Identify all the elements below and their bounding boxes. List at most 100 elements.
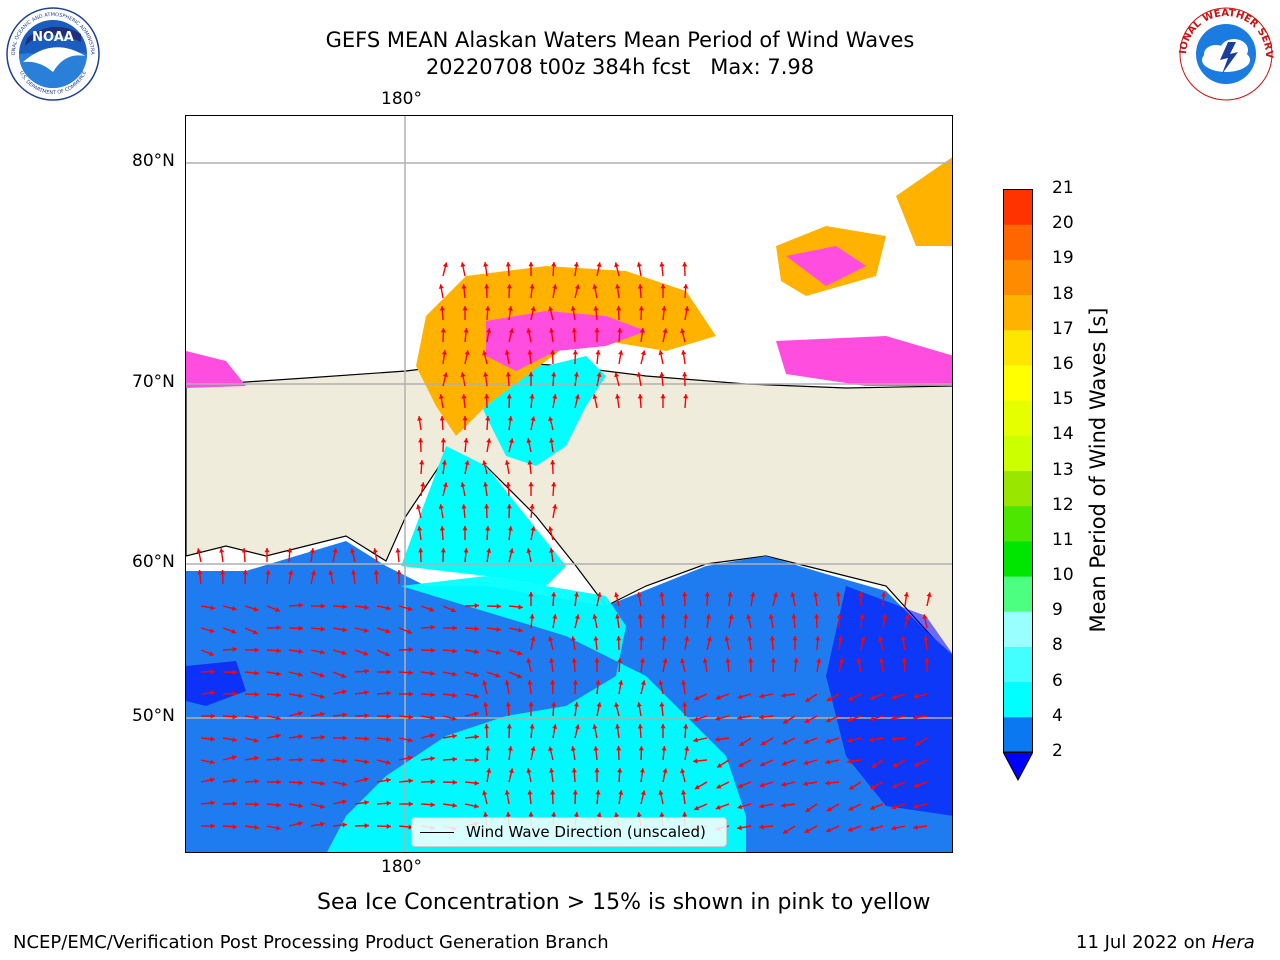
colorbar-segment <box>1003 681 1033 718</box>
wind-wave-arrow-head <box>363 627 369 633</box>
wind-wave-arrow-head <box>516 673 522 679</box>
wind-wave-arrow-head <box>504 460 510 465</box>
wind-wave-arrow-head <box>232 801 237 807</box>
wind-wave-arrow-head <box>882 614 888 619</box>
wind-wave-arrow-head <box>438 284 444 289</box>
wind-wave-arrow-head <box>637 724 643 729</box>
colorbar-segment <box>1003 224 1033 260</box>
wind-wave-arrow-head <box>614 812 620 818</box>
wind-wave-arrow-head <box>571 658 577 663</box>
wind-wave-arrow-head <box>826 806 832 812</box>
wind-wave-arrow-head <box>364 759 369 765</box>
wind-wave-arrow-head <box>552 394 558 399</box>
wind-wave-arrow-head <box>617 768 623 773</box>
wind-wave-arrow-head <box>386 713 391 719</box>
wind-wave-arrow-head <box>878 636 884 642</box>
wind-wave-arrow-head <box>384 651 390 657</box>
wind-wave-arrow-head <box>705 614 711 619</box>
wind-wave-arrow-head <box>430 647 435 653</box>
wind-wave-arrow-head <box>506 284 512 289</box>
wind-wave-arrow-head <box>496 626 501 632</box>
wind-wave-arrow-head <box>460 482 466 488</box>
wind-wave-arrow-head <box>715 736 720 742</box>
wind-wave-arrow-head <box>913 693 919 699</box>
wind-wave-arrow-head <box>637 394 643 399</box>
wind-wave-arrow-head <box>341 673 346 679</box>
colorbar-segment <box>1003 294 1033 331</box>
wind-wave-arrow-head <box>298 734 303 740</box>
footer-left: NCEP/EMC/Verification Post Processing Pr… <box>13 932 609 953</box>
wind-wave-arrow-head <box>386 823 391 829</box>
wind-wave-arrow-head <box>483 372 489 377</box>
wind-wave-arrow-head <box>595 350 601 355</box>
wind-wave-arrow-head <box>891 715 897 721</box>
wind-wave-arrow-head <box>385 628 391 634</box>
wind-wave-arrow-head <box>596 262 602 268</box>
wind-wave-arrow-head <box>530 636 536 642</box>
wind-wave-arrow-head <box>891 825 897 831</box>
wind-wave-arrow-head <box>680 768 686 774</box>
wind-wave-arrow-head <box>527 790 533 795</box>
wind-wave-arrow-head <box>298 625 303 631</box>
wind-wave-arrow-head <box>418 548 424 553</box>
wind-wave-arrow-head <box>464 460 470 466</box>
wind-wave-arrow-head <box>351 570 357 575</box>
wind-wave-arrow-head <box>486 438 492 443</box>
wind-wave-arrow-head <box>451 671 457 677</box>
wind-wave-arrow-head <box>636 372 642 377</box>
sea-ice-note: Sea Ice Concentration > 15% is shown in … <box>317 890 931 915</box>
wind-wave-arrow-head <box>728 614 734 620</box>
colorbar-segment <box>1003 505 1033 542</box>
wind-wave-arrow-head <box>275 825 281 831</box>
colorbar-tick-label: 20 <box>1052 213 1074 234</box>
wind-wave-arrow-head <box>420 482 426 487</box>
wind-wave-arrow-head <box>505 262 511 267</box>
wind-wave-arrow-head <box>526 548 532 554</box>
wind-wave-arrow-head <box>903 592 909 597</box>
wind-wave-arrow-head <box>592 724 598 730</box>
wind-wave-arrow-head <box>485 416 491 421</box>
wind-wave-arrow-head <box>484 504 490 509</box>
wind-wave-arrow-head <box>504 790 510 795</box>
wind-wave-arrow-head <box>593 306 599 311</box>
wind-wave-arrow-head <box>614 262 620 268</box>
wind-wave-arrow-head <box>860 636 866 642</box>
wind-wave-arrow-head <box>442 372 448 378</box>
wind-wave-arrow-head <box>276 756 281 762</box>
lat-label-50: 50°N <box>132 706 175 726</box>
wind-wave-arrow-head <box>738 783 743 789</box>
wind-wave-arrow-head <box>572 350 578 355</box>
wind-wave-arrow-head <box>450 607 456 613</box>
colorbar-segment <box>1003 540 1033 577</box>
wind-wave-arrow-head <box>528 702 534 707</box>
wind-wave-arrow-head <box>529 614 535 619</box>
wind-wave-arrow-head <box>570 636 576 641</box>
wind-wave-arrow-head <box>320 626 325 632</box>
map-svg <box>186 116 952 852</box>
colorbar-title: Mean Period of Wind Waves [s] <box>1086 307 1110 633</box>
noaa-logo: NOAA NATIONAL OCEANIC AND ATMOSPHERIC AD… <box>2 2 101 102</box>
wind-wave-arrow-head <box>408 714 413 720</box>
wind-wave-arrow-head <box>550 350 556 355</box>
wind-wave-arrow-head <box>615 394 621 399</box>
ocean-low-period <box>826 586 952 816</box>
wind-wave-arrow-head <box>408 801 413 807</box>
wind-wave-arrow-head <box>530 746 536 752</box>
wind-wave-arrow-head <box>574 284 580 290</box>
wind-wave-arrow-head <box>849 784 855 790</box>
lat-label-70: 70°N <box>132 372 175 392</box>
wind-wave-arrow-head <box>737 804 743 810</box>
wind-wave-arrow-head <box>614 592 620 598</box>
wind-wave-arrow-head <box>526 658 532 664</box>
wind-wave-arrow-head <box>430 715 435 721</box>
wind-wave-arrow-head <box>309 548 315 553</box>
wind-wave-arrow-head <box>506 394 512 399</box>
wind-wave-arrow-head <box>231 755 237 761</box>
wind-wave-arrow-head <box>373 570 379 575</box>
wind-wave-arrow-head <box>813 592 819 597</box>
wind-wave-arrow-head <box>461 394 467 399</box>
wind-wave-arrow-head <box>659 592 665 597</box>
wind-wave-arrow-head <box>552 724 558 729</box>
wind-wave-arrow-head <box>551 702 557 707</box>
wind-wave-arrow-head <box>548 416 554 422</box>
